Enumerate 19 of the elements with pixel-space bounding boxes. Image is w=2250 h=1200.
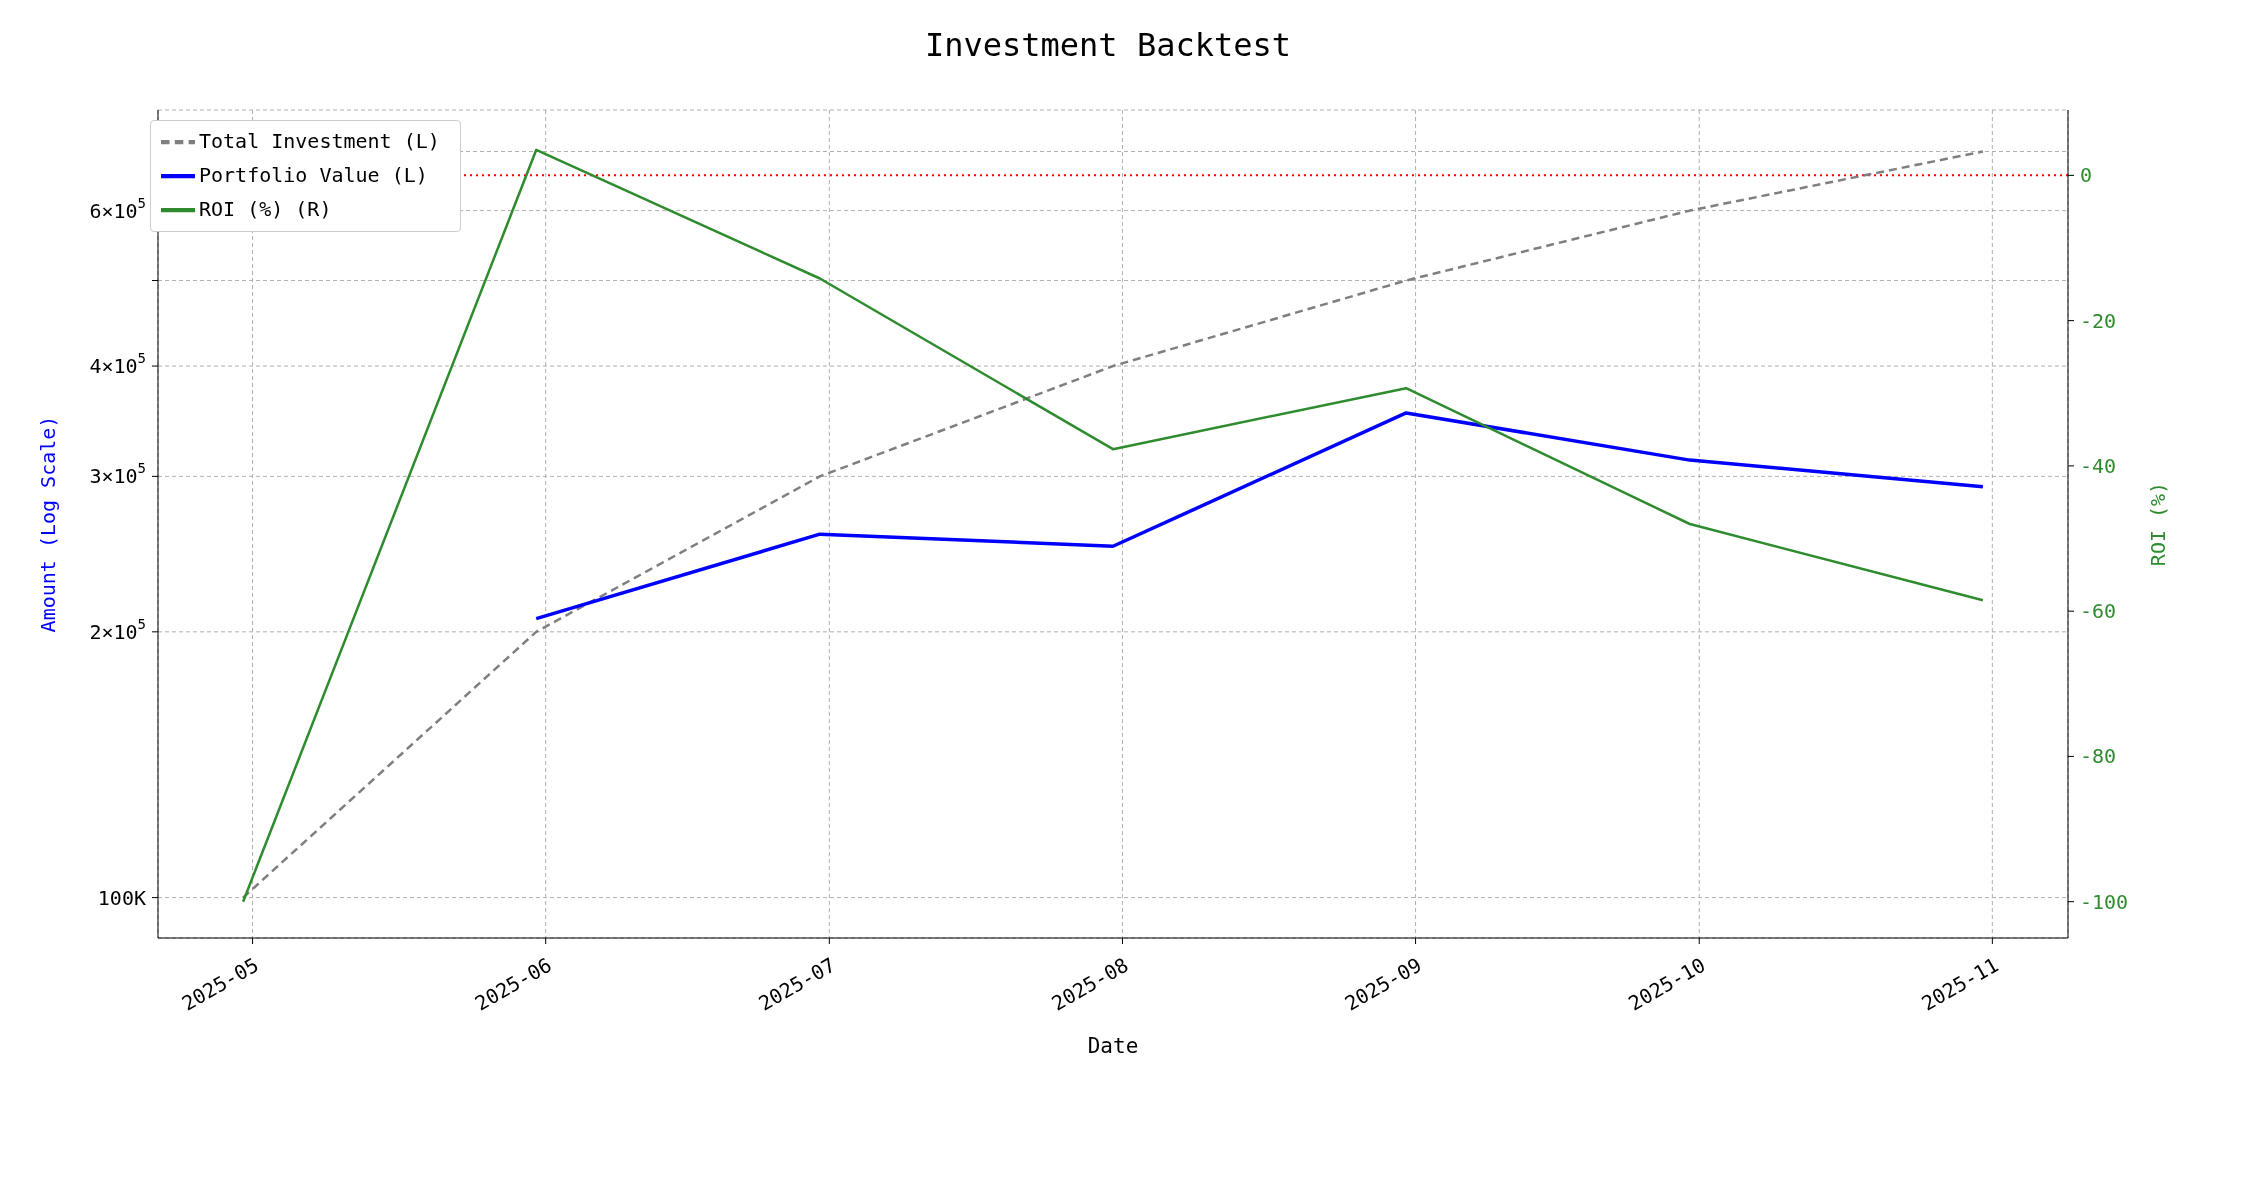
y-tick-label: 4×10$^{5}$ — [89, 350, 146, 379]
y-tick-label: 6×10$^{5}$ — [89, 194, 146, 223]
y2-tick-label: -20 — [2080, 308, 2117, 333]
y2-tick-label: -40 — [2080, 453, 2117, 478]
y2-axis-title: ROI (%) — [2146, 481, 2171, 567]
y2-tick-label: 0 — [2080, 163, 2093, 188]
legend-label: Portfolio Value (L) — [199, 162, 428, 187]
y2-tick-label: -60 — [2080, 599, 2117, 624]
chart-title: Investment Backtest — [923, 25, 1292, 66]
y2-tick-label: -100 — [2080, 889, 2129, 914]
legend-label: Total Investment (L) — [199, 128, 440, 153]
y2-tick-label: -80 — [2080, 744, 2117, 769]
y-tick-label: 2×10$^{5}$ — [89, 615, 146, 644]
y-tick-label: 100K — [97, 885, 146, 910]
y-tick-label: 3×10$^{5}$ — [89, 460, 146, 489]
x-axis-title: Date — [1087, 1034, 1139, 1058]
line-series — [534, 411, 1985, 621]
y-axis-title: Amount (Log Scale) — [36, 415, 61, 633]
legend-label: ROI (%) (R) — [199, 196, 332, 221]
